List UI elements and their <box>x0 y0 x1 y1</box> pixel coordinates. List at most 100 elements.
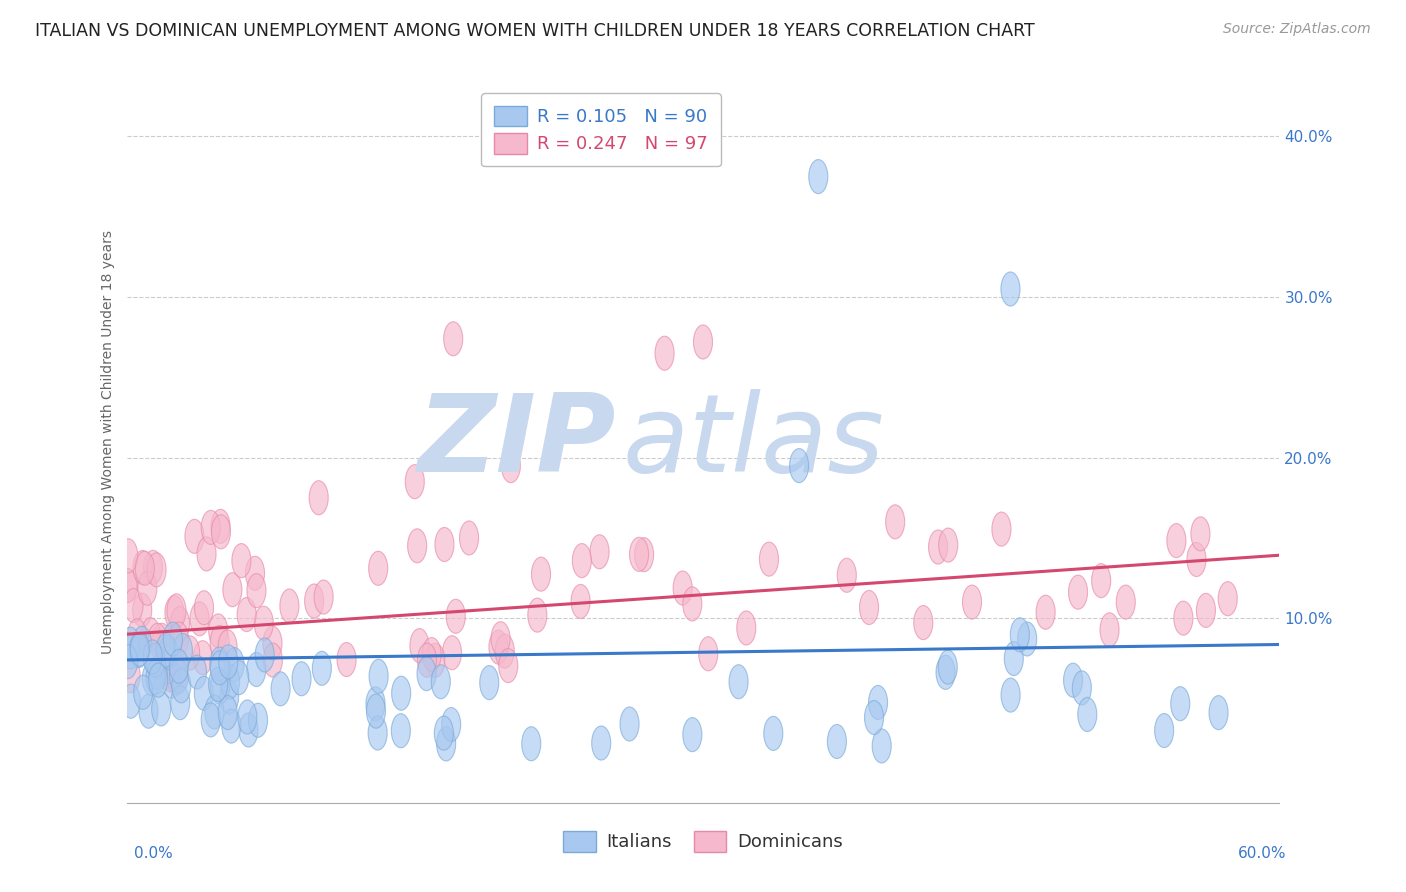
Y-axis label: Unemployment Among Women with Children Under 18 years: Unemployment Among Women with Children U… <box>101 229 115 654</box>
Ellipse shape <box>156 650 174 684</box>
Ellipse shape <box>1073 671 1091 705</box>
Ellipse shape <box>197 537 217 571</box>
Ellipse shape <box>186 519 204 553</box>
Ellipse shape <box>314 580 333 614</box>
Ellipse shape <box>121 635 141 669</box>
Ellipse shape <box>121 684 141 718</box>
Ellipse shape <box>118 539 138 573</box>
Ellipse shape <box>141 617 160 652</box>
Ellipse shape <box>432 665 450 698</box>
Ellipse shape <box>218 630 238 664</box>
Ellipse shape <box>460 521 478 555</box>
Ellipse shape <box>246 557 264 591</box>
Ellipse shape <box>418 643 436 677</box>
Ellipse shape <box>205 695 224 729</box>
Ellipse shape <box>128 619 146 653</box>
Ellipse shape <box>170 659 188 693</box>
Ellipse shape <box>187 655 207 690</box>
Ellipse shape <box>1171 687 1189 721</box>
Ellipse shape <box>1078 698 1097 731</box>
Ellipse shape <box>914 606 932 640</box>
Ellipse shape <box>936 656 955 690</box>
Ellipse shape <box>592 726 610 760</box>
Ellipse shape <box>263 626 283 660</box>
Ellipse shape <box>886 505 904 539</box>
Ellipse shape <box>368 659 388 693</box>
Ellipse shape <box>938 650 957 684</box>
Ellipse shape <box>434 527 454 562</box>
Ellipse shape <box>527 598 547 632</box>
Ellipse shape <box>159 635 177 669</box>
Ellipse shape <box>1187 542 1206 576</box>
Ellipse shape <box>225 648 245 681</box>
Ellipse shape <box>1001 678 1021 712</box>
Ellipse shape <box>1091 564 1111 598</box>
Ellipse shape <box>865 700 883 735</box>
Ellipse shape <box>211 515 231 549</box>
Ellipse shape <box>118 568 136 603</box>
Ellipse shape <box>446 599 465 633</box>
Ellipse shape <box>132 626 152 660</box>
Ellipse shape <box>209 647 229 681</box>
Ellipse shape <box>655 336 673 370</box>
Ellipse shape <box>630 537 648 572</box>
Ellipse shape <box>571 584 591 618</box>
Ellipse shape <box>201 510 221 544</box>
Ellipse shape <box>683 587 702 621</box>
Ellipse shape <box>499 648 517 682</box>
Ellipse shape <box>1191 516 1211 551</box>
Ellipse shape <box>827 724 846 758</box>
Ellipse shape <box>152 624 172 657</box>
Ellipse shape <box>928 530 948 564</box>
Ellipse shape <box>405 465 425 499</box>
Ellipse shape <box>437 727 456 761</box>
Ellipse shape <box>441 707 461 741</box>
Ellipse shape <box>211 509 231 543</box>
Ellipse shape <box>305 584 323 618</box>
Ellipse shape <box>367 694 385 728</box>
Ellipse shape <box>208 614 228 648</box>
Ellipse shape <box>180 636 200 670</box>
Ellipse shape <box>193 640 212 674</box>
Ellipse shape <box>418 657 436 690</box>
Ellipse shape <box>219 680 239 714</box>
Ellipse shape <box>143 640 162 674</box>
Ellipse shape <box>683 717 702 752</box>
Ellipse shape <box>790 449 808 483</box>
Ellipse shape <box>1018 622 1036 656</box>
Ellipse shape <box>337 642 356 677</box>
Ellipse shape <box>121 627 139 661</box>
Ellipse shape <box>172 669 191 703</box>
Ellipse shape <box>149 663 167 698</box>
Ellipse shape <box>939 528 957 562</box>
Ellipse shape <box>239 713 257 747</box>
Ellipse shape <box>368 551 388 585</box>
Ellipse shape <box>620 707 640 741</box>
Ellipse shape <box>148 624 167 657</box>
Ellipse shape <box>434 716 453 750</box>
Ellipse shape <box>247 574 266 607</box>
Ellipse shape <box>170 607 190 640</box>
Ellipse shape <box>229 661 249 695</box>
Ellipse shape <box>991 512 1011 546</box>
Ellipse shape <box>673 571 692 605</box>
Ellipse shape <box>408 529 426 563</box>
Ellipse shape <box>194 676 214 710</box>
Ellipse shape <box>139 694 157 728</box>
Ellipse shape <box>247 652 266 687</box>
Ellipse shape <box>422 638 441 672</box>
Ellipse shape <box>502 449 520 483</box>
Ellipse shape <box>238 598 256 632</box>
Ellipse shape <box>156 633 176 667</box>
Ellipse shape <box>167 661 187 695</box>
Ellipse shape <box>138 571 157 606</box>
Ellipse shape <box>737 611 756 645</box>
Ellipse shape <box>170 622 188 657</box>
Ellipse shape <box>167 594 186 628</box>
Ellipse shape <box>254 638 274 672</box>
Ellipse shape <box>132 593 152 627</box>
Ellipse shape <box>312 651 332 685</box>
Ellipse shape <box>859 591 879 624</box>
Ellipse shape <box>143 550 163 584</box>
Ellipse shape <box>1209 696 1227 730</box>
